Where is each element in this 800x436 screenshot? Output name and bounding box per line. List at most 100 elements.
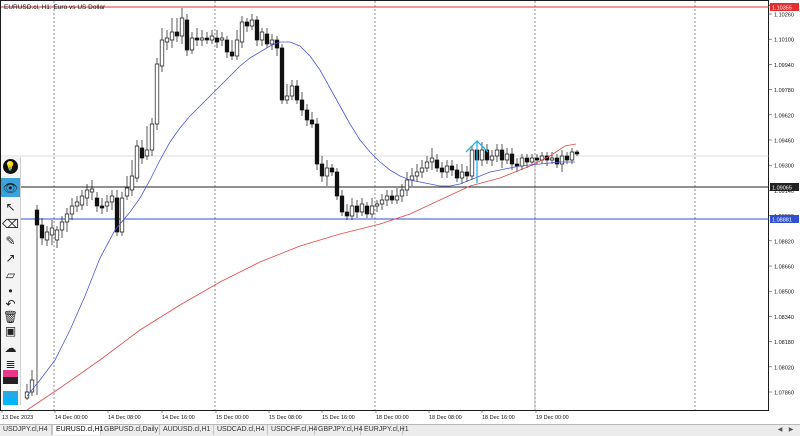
trash-icon[interactable]: 🗑	[2, 309, 19, 324]
candle	[504, 148, 510, 164]
tabs-scroll-left-icon[interactable]: ◀	[777, 427, 783, 433]
time-tick-label: 18 Dec 08:00	[429, 415, 462, 421]
price-tick-label: 1.09140	[774, 189, 794, 195]
tabs-scroll-right-icon[interactable]: ▶	[788, 427, 794, 433]
candle	[509, 148, 515, 170]
candle	[74, 196, 80, 212]
candle	[219, 32, 225, 46]
candle	[439, 162, 445, 178]
svg-text:1.09065: 1.09065	[772, 186, 792, 192]
candle	[454, 164, 460, 182]
price-tick-label: 1.07860	[774, 391, 794, 397]
time-axis: 13 Dec 2023 14 Dec 00:00 14 Dec 08:00 14 De…	[1, 410, 569, 421]
candle	[224, 36, 230, 58]
notes-icon[interactable]: ≣	[5, 356, 16, 371]
candle	[204, 32, 210, 44]
candle	[69, 198, 75, 220]
price-tick-label: 1.08660	[774, 265, 794, 271]
time-tick-label: 19 Dec 00:00	[536, 415, 569, 421]
cloud-icon[interactable]: ☁	[4, 340, 17, 355]
candle	[104, 195, 110, 212]
time-tick-label: 15 Dec 16:00	[322, 415, 355, 421]
ruler-icon[interactable]: ▱	[5, 267, 16, 282]
color-swatch[interactable]	[3, 398, 18, 405]
candle	[164, 30, 170, 50]
candle	[424, 156, 430, 172]
candle	[384, 190, 390, 206]
candle	[284, 84, 290, 104]
candle	[254, 16, 260, 46]
color-swatch[interactable]	[3, 370, 18, 377]
top-line-marker: 1.10355	[770, 3, 799, 12]
tab-audusd-cl-h1[interactable]: AUDUSD.cl,H1	[160, 425, 214, 435]
candlesticks	[24, 8, 580, 400]
tab-eurjpy-cl-h1[interactable]: EURJPY.cl,H1	[361, 425, 409, 435]
candle	[259, 28, 265, 46]
up-arrow-annotation[interactable]	[465, 140, 489, 183]
candle	[144, 126, 150, 160]
cursor-icon[interactable]: ↖	[5, 199, 16, 214]
color-swatch[interactable]	[3, 377, 18, 384]
candle	[34, 205, 40, 395]
time-tick-label: 14 Dec 00:00	[55, 415, 88, 421]
pencil-icon[interactable]: ✎	[5, 233, 16, 248]
tab-usdchf-cl-h4[interactable]: USDCHF.cl,H4	[268, 425, 317, 435]
price-tick-label: 1.09460	[774, 139, 794, 145]
eye-icon[interactable]: 👁	[1, 178, 20, 197]
arrow-line-icon[interactable]: ↗	[5, 250, 16, 265]
horizontal-lines[interactable]	[1, 6, 769, 220]
candle	[249, 14, 255, 30]
candle	[29, 370, 35, 396]
candle	[189, 32, 195, 54]
dot-icon[interactable]: •	[8, 283, 13, 298]
tab-usdcad-cl-h4[interactable]: USDCAD.cl,H4	[214, 425, 268, 435]
price-tick-label: 1.08020	[774, 365, 794, 371]
candle	[289, 80, 295, 100]
moving-averages	[26, 41, 577, 411]
candle	[214, 30, 220, 48]
bus-icon[interactable]: ▣	[4, 323, 17, 338]
candle	[359, 198, 365, 216]
vertical-gridlines	[53, 1, 696, 410]
drawing-toolbar: 💡 👁 ↖ ⌫ ✎ ↗ ▱ • ↶ 🗑 ▣ ☁ ≣	[1, 157, 21, 405]
candle	[194, 28, 200, 46]
tab-usdjpy-cl-h4[interactable]: USDJPY.cl,H4	[0, 425, 52, 435]
candle	[334, 168, 340, 200]
candle	[459, 164, 465, 184]
candle	[354, 200, 360, 218]
tab-gbpusd-cl-daily[interactable]: GBPUSD.cl,Daily	[101, 425, 160, 435]
time-tick-label: 13 Dec 2023	[2, 415, 33, 421]
candle	[419, 160, 425, 178]
candle	[304, 104, 310, 126]
plot-area[interactable]	[0, 0, 769, 411]
svg-text:1.10355: 1.10355	[772, 6, 792, 12]
candle	[329, 164, 335, 176]
candle	[414, 164, 420, 182]
candle	[234, 30, 240, 60]
color-swatch[interactable]	[3, 384, 18, 391]
candle	[119, 192, 125, 236]
candle	[484, 144, 490, 164]
eraser-icon[interactable]: ⌫	[2, 216, 19, 231]
candle	[114, 190, 120, 236]
candle	[374, 200, 380, 212]
candle	[299, 92, 305, 116]
undo-icon[interactable]: ↶	[5, 296, 16, 311]
tab-eurusd-cl-h1[interactable]: EURUSD.cl,H1	[52, 425, 103, 435]
candle	[464, 166, 470, 182]
candle	[434, 154, 440, 172]
candle	[449, 160, 455, 176]
candle	[574, 150, 580, 156]
candle	[369, 198, 375, 218]
candle	[309, 112, 315, 128]
lightbulb-icon[interactable]: 💡	[3, 159, 18, 174]
candle	[129, 160, 135, 196]
candle	[554, 154, 560, 168]
candle	[134, 140, 140, 182]
color-swatch[interactable]	[3, 391, 18, 398]
price-tick-label: 1.09780	[774, 88, 794, 94]
candle	[399, 184, 405, 202]
chart-shift-icon[interactable]: ⌄	[767, 1, 773, 8]
tab-gbpjpy-cl-h4[interactable]: GBPJPY.cl,H4	[315, 425, 363, 435]
